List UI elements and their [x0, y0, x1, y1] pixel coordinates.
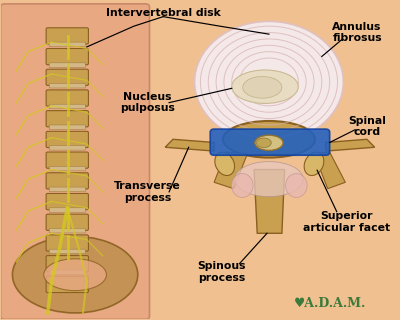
FancyBboxPatch shape: [49, 166, 85, 171]
Ellipse shape: [243, 76, 282, 98]
FancyBboxPatch shape: [49, 104, 85, 109]
Circle shape: [194, 21, 343, 142]
Ellipse shape: [12, 236, 138, 313]
Ellipse shape: [255, 135, 283, 150]
Ellipse shape: [304, 152, 324, 176]
Ellipse shape: [223, 121, 315, 158]
FancyBboxPatch shape: [1, 4, 150, 319]
FancyBboxPatch shape: [46, 69, 88, 85]
FancyBboxPatch shape: [46, 131, 88, 148]
FancyBboxPatch shape: [46, 194, 88, 210]
Text: Annulus
fibrosus: Annulus fibrosus: [332, 22, 382, 43]
FancyBboxPatch shape: [49, 249, 85, 254]
Ellipse shape: [215, 152, 234, 176]
FancyBboxPatch shape: [49, 84, 85, 88]
FancyBboxPatch shape: [210, 129, 330, 155]
Polygon shape: [254, 170, 285, 233]
Text: Intervertebral disk: Intervertebral disk: [106, 8, 220, 19]
Ellipse shape: [256, 138, 271, 148]
FancyBboxPatch shape: [49, 187, 85, 192]
FancyBboxPatch shape: [49, 270, 85, 274]
FancyBboxPatch shape: [46, 173, 88, 189]
FancyBboxPatch shape: [46, 256, 88, 272]
Text: Spinal
cord: Spinal cord: [348, 116, 386, 137]
FancyBboxPatch shape: [46, 235, 88, 251]
FancyBboxPatch shape: [49, 63, 85, 67]
Ellipse shape: [286, 173, 307, 197]
Polygon shape: [165, 139, 214, 151]
Ellipse shape: [44, 259, 106, 291]
Text: Superior
articular facet: Superior articular facet: [302, 211, 390, 233]
FancyBboxPatch shape: [46, 214, 88, 230]
Ellipse shape: [232, 173, 253, 197]
Ellipse shape: [235, 162, 303, 197]
FancyBboxPatch shape: [49, 228, 85, 233]
Polygon shape: [314, 152, 345, 189]
FancyBboxPatch shape: [46, 28, 88, 44]
Polygon shape: [214, 152, 248, 189]
FancyBboxPatch shape: [46, 111, 88, 127]
Text: Nucleus
pulposus: Nucleus pulposus: [120, 92, 175, 114]
FancyBboxPatch shape: [49, 146, 85, 150]
Text: Transverse
process: Transverse process: [114, 181, 181, 203]
FancyBboxPatch shape: [46, 276, 88, 292]
Ellipse shape: [232, 70, 298, 103]
FancyBboxPatch shape: [49, 125, 85, 129]
Polygon shape: [326, 139, 375, 151]
FancyBboxPatch shape: [49, 208, 85, 212]
FancyBboxPatch shape: [49, 42, 85, 47]
FancyBboxPatch shape: [46, 90, 88, 106]
Text: Spinous
process: Spinous process: [198, 261, 246, 283]
FancyBboxPatch shape: [46, 49, 88, 65]
FancyBboxPatch shape: [46, 152, 88, 168]
Text: ♥A.D.A.M.: ♥A.D.A.M.: [294, 297, 366, 309]
